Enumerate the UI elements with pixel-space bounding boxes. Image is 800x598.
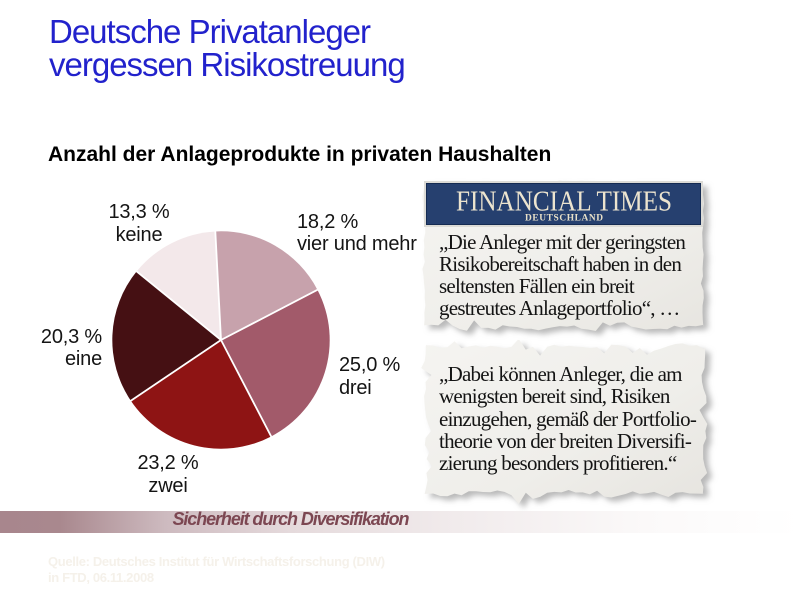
svg-text:DEUTSCHLAND: DEUTSCHLAND	[525, 213, 603, 223]
svg-text:FINANCIAL TIMES: FINANCIAL TIMES	[456, 185, 672, 217]
